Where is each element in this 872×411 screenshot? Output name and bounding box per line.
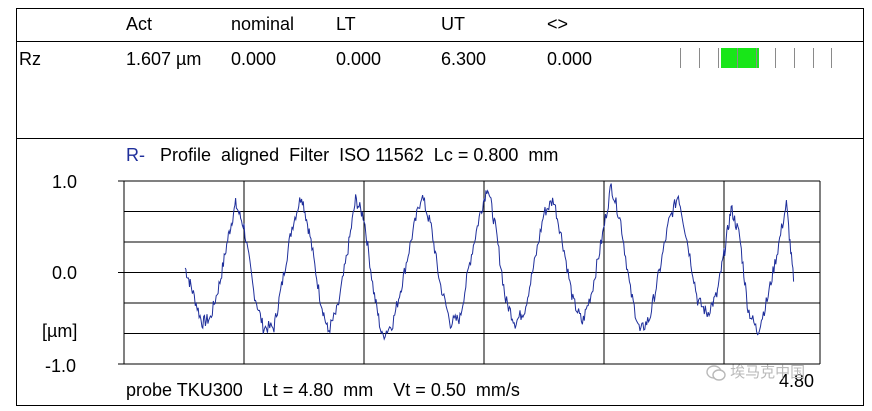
gauge-tick bbox=[831, 48, 832, 68]
profile-type-label: R- bbox=[126, 145, 145, 165]
y-tick-label-top: 1.0 bbox=[52, 172, 78, 192]
gauge-fill bbox=[721, 48, 759, 68]
row-label-rz: Rz bbox=[19, 49, 41, 69]
value-deviation: 0.000 bbox=[547, 49, 593, 69]
column-header-ut: UT bbox=[441, 14, 465, 34]
gauge-tick bbox=[680, 48, 681, 68]
gauge-tick bbox=[794, 48, 795, 68]
column-header-nominal: nominal bbox=[231, 14, 295, 34]
column-header-lt: LT bbox=[336, 14, 356, 34]
profile-title: Profile aligned Filter ISO 11562 Lc = 0.… bbox=[160, 145, 559, 165]
gauge-tick bbox=[737, 48, 738, 68]
section-divider bbox=[16, 138, 864, 139]
value-ut: 6.300 bbox=[441, 49, 487, 69]
gauge-tick bbox=[813, 48, 814, 68]
gauge-tick bbox=[775, 48, 776, 68]
value-lt: 0.000 bbox=[336, 49, 382, 69]
gauge-tick bbox=[718, 48, 719, 68]
y-tick-label-zero: 0.0 bbox=[52, 263, 78, 283]
value-act: 1.607 µm bbox=[126, 49, 202, 69]
watermark-logo: 埃马克中国 bbox=[706, 362, 856, 384]
measurement-panel bbox=[16, 8, 864, 406]
column-header-deviation: <> bbox=[547, 14, 569, 34]
profile-series-line bbox=[184, 183, 795, 341]
x-axis-end-label: 4.80 bbox=[779, 371, 815, 391]
gauge-tick bbox=[756, 48, 757, 68]
column-header-act: Act bbox=[126, 14, 153, 34]
y-axis-unit: [µm] bbox=[42, 321, 78, 341]
header-divider bbox=[16, 41, 864, 42]
watermark-text: 埃马克中国 bbox=[730, 364, 806, 381]
y-tick-label-bottom: -1.0 bbox=[45, 356, 77, 376]
gauge-tick bbox=[699, 48, 700, 68]
value-nominal: 0.000 bbox=[231, 49, 277, 69]
measurement-conditions: probe TKU300 Lt = 4.80 mm Vt = 0.50 mm/s bbox=[126, 380, 520, 400]
wechat-icon bbox=[706, 365, 726, 381]
tolerance-gauge bbox=[680, 48, 832, 68]
